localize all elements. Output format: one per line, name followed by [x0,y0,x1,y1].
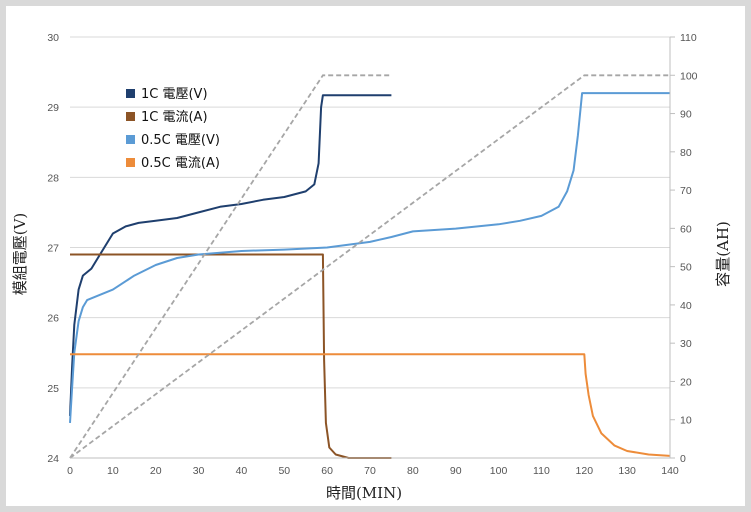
x-tick-label: 100 [490,465,508,477]
left-tick-label: 24 [47,453,59,465]
capacity-line [69,74,670,459]
x-tick-label: 70 [364,465,376,477]
right-tick-label: 20 [680,376,692,388]
legend-swatch [126,89,135,98]
legend: 1C 電壓(V) 1C 電流(A) 0.5C 電壓(V) 0.5C 電流(A) [126,87,220,171]
right-tick-label: 110 [680,32,697,44]
right-tick-label: 30 [680,338,692,350]
x-tick-label: 40 [236,465,248,477]
legend-swatch [126,158,135,167]
axes: 0 10 20 30 40 50 60 70 80 90 100 110 120 130 140242526… [47,32,697,477]
x-tick-label: 80 [407,465,419,477]
x-tick-label: 20 [150,465,162,477]
x-tick-label: 90 [450,465,462,477]
series-line [70,353,671,457]
series-lines [69,74,671,459]
left-tick-label: 28 [47,172,59,184]
left-tick-label: 27 [47,243,59,255]
x-tick-label: 30 [193,465,205,477]
left-axis-title: 模組電壓(V) [11,213,29,296]
left-tick-label: 30 [47,32,59,44]
legend-label: 0.5C 電壓(V) [141,133,220,148]
right-tick-label: 50 [680,262,692,274]
x-tick-label: 10 [107,465,119,477]
right-tick-label: 90 [680,109,692,121]
x-tick-label: 60 [321,465,333,477]
x-tick-label: 110 [533,465,550,477]
legend-swatch [126,112,135,121]
right-tick-label: 40 [680,300,692,312]
x-tick-label: 50 [278,465,290,477]
x-tick-label: 0 [67,465,73,477]
right-tick-label: 80 [680,147,692,159]
x-tick-label: 130 [618,465,636,477]
x-tick-label: 120 [576,465,594,477]
right-axis-title: 容量(AH) [714,221,732,287]
legend-label: 0.5C 電流(A) [141,156,220,171]
legend-label: 1C 電壓(V) [141,87,208,102]
left-tick-label: 25 [47,383,59,395]
right-tick-label: 0 [680,453,686,465]
legend-swatch [126,135,135,144]
left-tick-label: 26 [47,313,59,325]
gridlines [70,36,670,389]
series-line [70,253,392,459]
capacity-line [69,74,392,459]
voltage-current-capacity-chart: 0 10 20 30 40 50 60 70 80 90 100 110 120 130 140242526… [11,32,732,502]
chart-frame: 0 10 20 30 40 50 60 70 80 90 100 110 120 130 140 24 25 26… [6,6,745,506]
x-axis-title: 時間(MIN) [326,484,402,502]
legend-label: 1C 電流(A) [141,110,208,125]
series-line [69,94,392,416]
right-tick-label: 70 [680,185,692,197]
right-tick-label: 10 [680,415,692,427]
x-tick-label: 140 [661,465,679,477]
series-line [69,92,670,423]
left-tick-label: 29 [47,102,59,114]
right-tick-label: 60 [680,223,692,235]
right-tick-label: 100 [680,70,698,82]
